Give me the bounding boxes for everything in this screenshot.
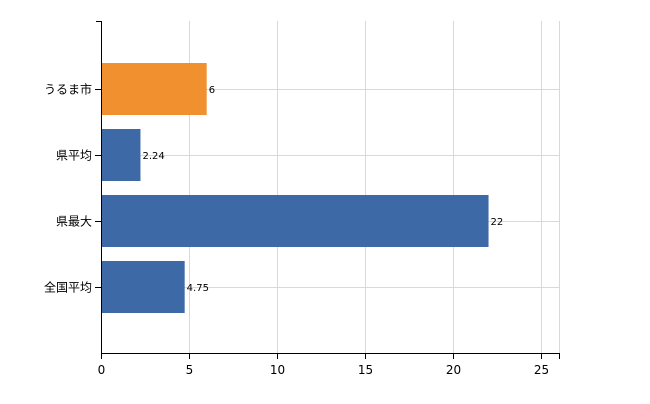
x-tick-label: 5: [186, 363, 194, 377]
y-tick-label: 県最大: [56, 215, 92, 229]
bar: [101, 129, 141, 181]
data-label: 22: [491, 217, 504, 228]
axes: [95, 21, 560, 359]
x-tick-label: 25: [534, 363, 549, 377]
y-tick-label: 全国平均: [44, 280, 92, 295]
data-label: 2.24: [142, 151, 164, 162]
x-tick-label: 20: [446, 363, 461, 377]
y-tick-label: 県平均: [56, 149, 92, 163]
x-tick-label: 10: [270, 363, 285, 377]
data-label: 6: [209, 85, 215, 96]
y-tick-label: うるま市: [44, 82, 92, 97]
bars: [101, 63, 489, 313]
bar: [101, 195, 489, 247]
data-label: 4.75: [187, 283, 209, 294]
bar: [101, 261, 185, 313]
x-tick-label: 15: [358, 363, 373, 377]
bar: [101, 63, 207, 115]
x-tick-label: 0: [98, 363, 106, 377]
